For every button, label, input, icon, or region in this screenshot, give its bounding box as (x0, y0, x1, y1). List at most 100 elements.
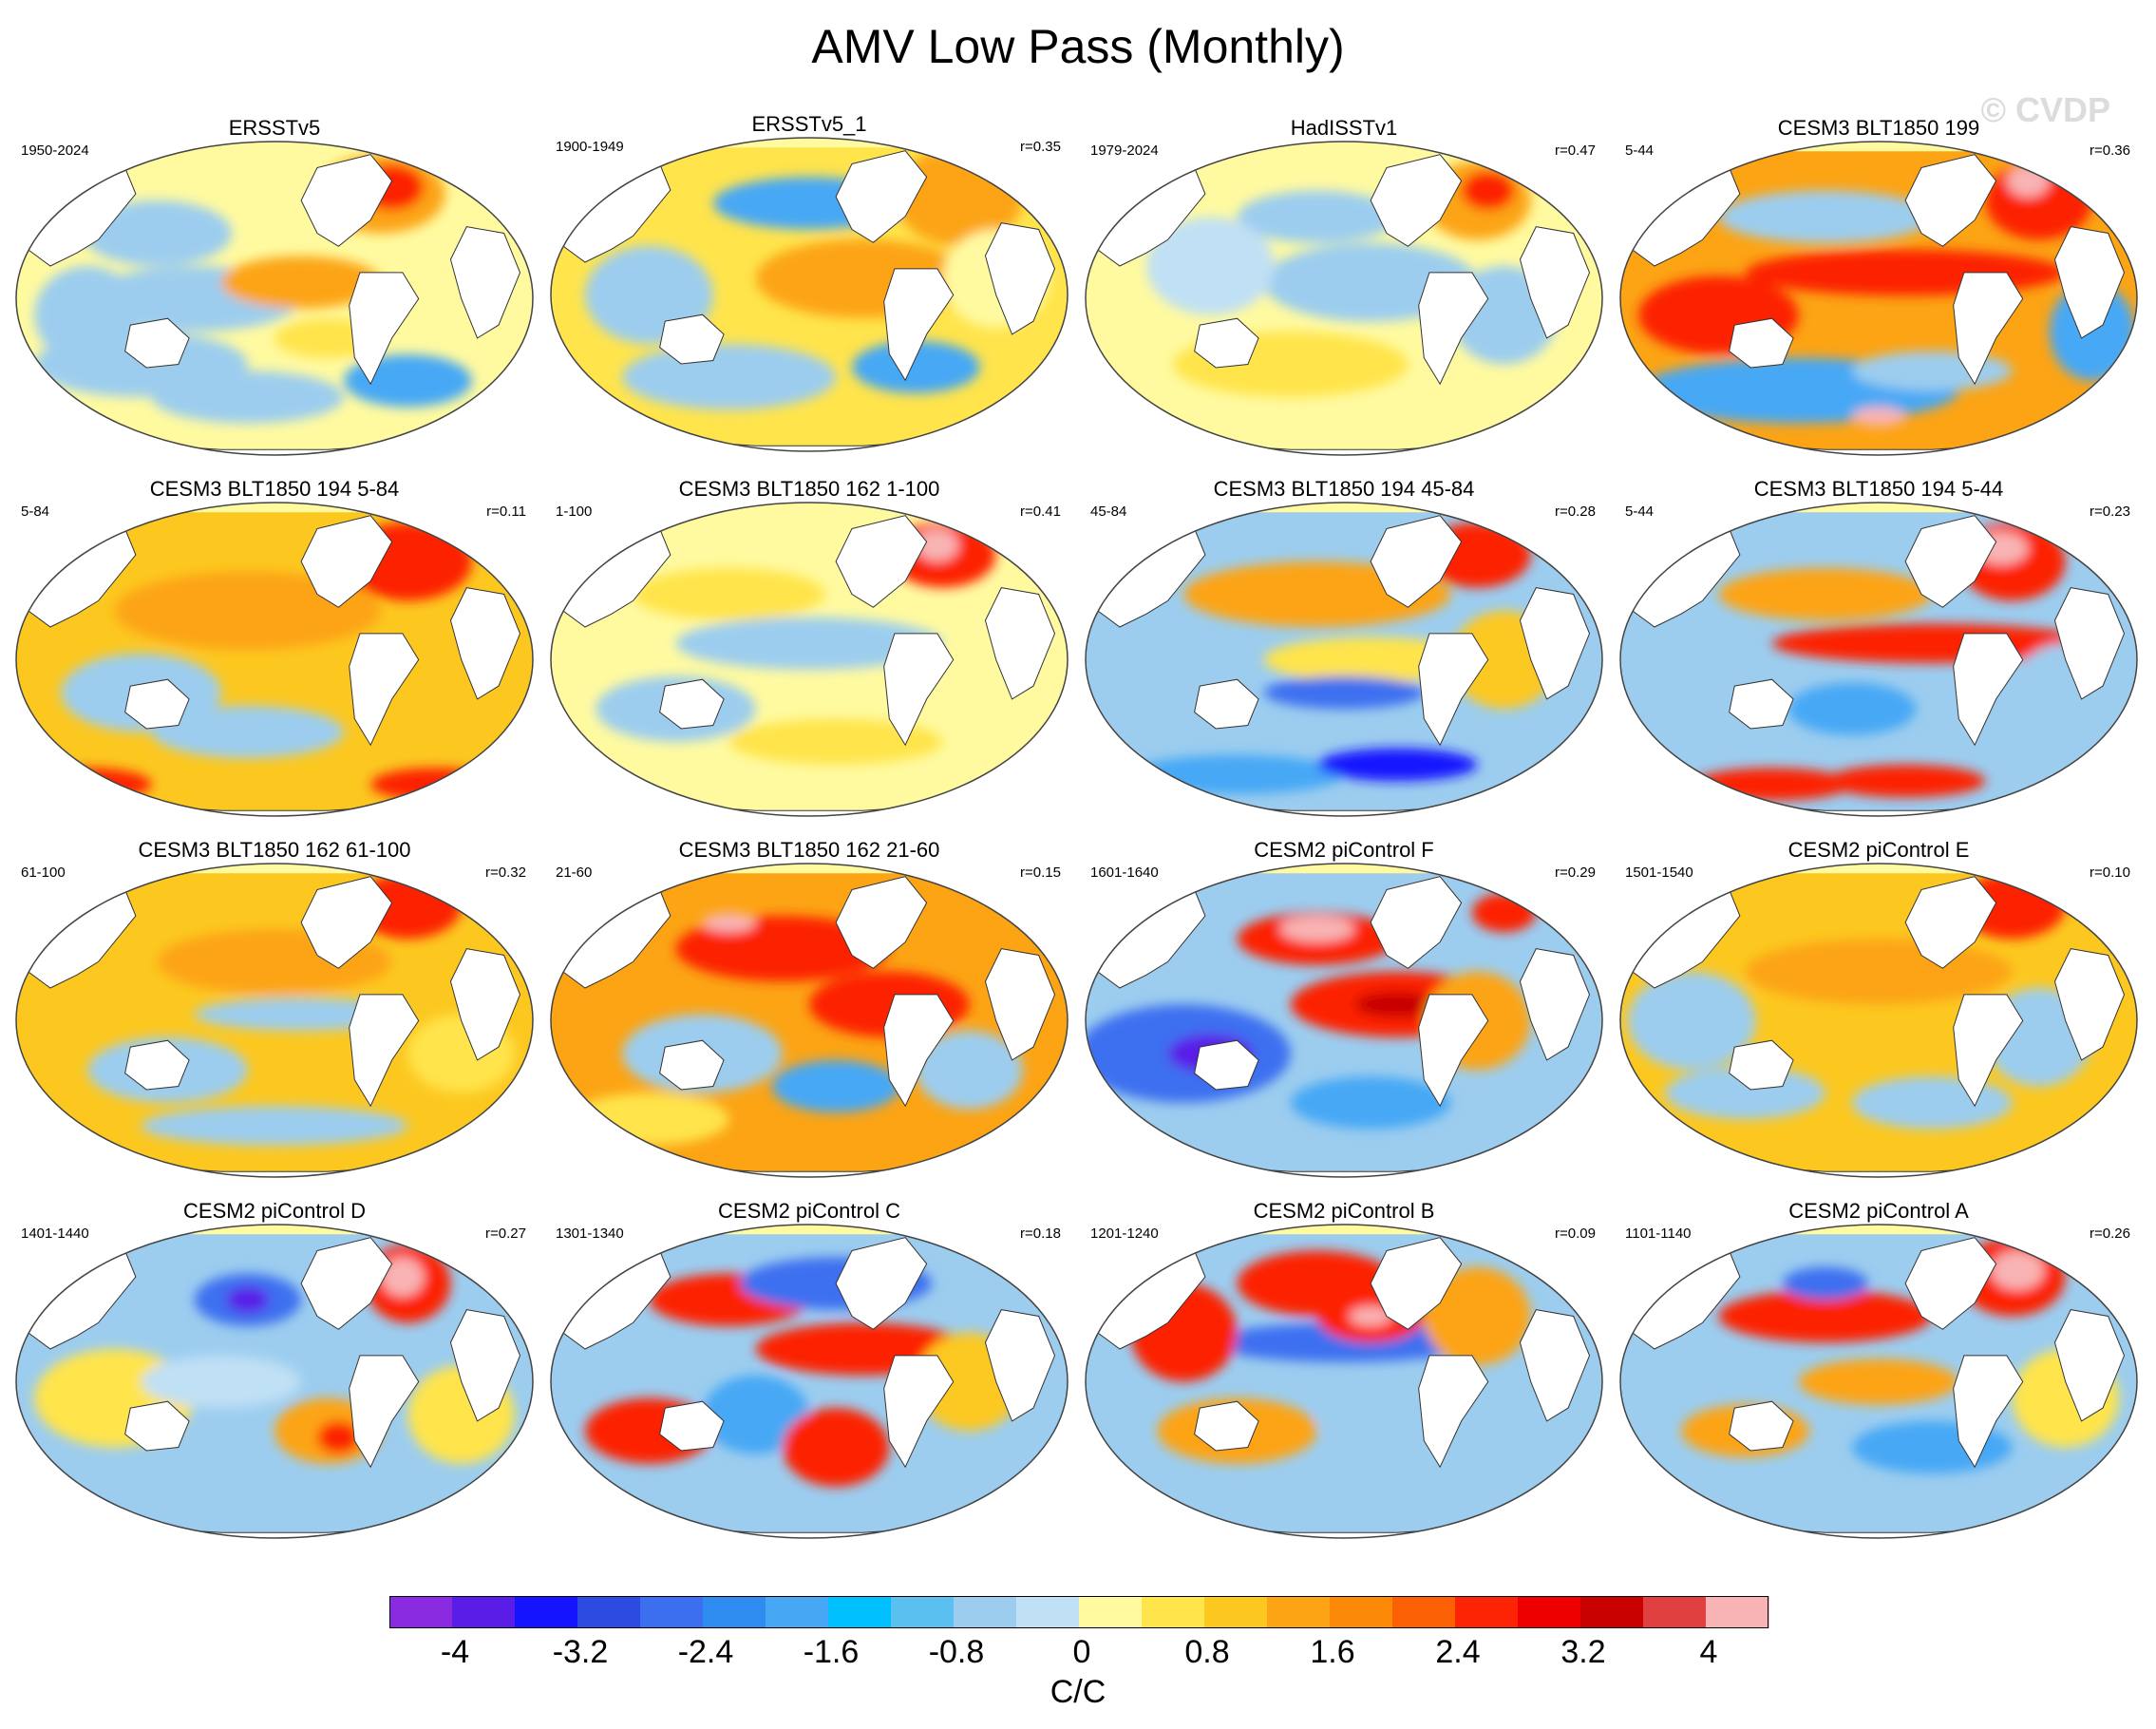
colorbar-swatch (1267, 1596, 1331, 1628)
map-panel: CESM2 piControl F 1601-1640 r=0.29 (1077, 838, 1611, 1189)
panel-title: CESM2 piControl F (1254, 838, 1434, 862)
anomaly-blob (1851, 351, 2013, 391)
land-mass (1729, 1400, 1794, 1452)
anomaly-field (1620, 864, 2137, 1177)
map-panel: CESM3 BLT1850 194 5-84 5-84 r=0.11 (8, 477, 541, 828)
land-mass (835, 150, 928, 243)
polar-cap (16, 864, 533, 874)
map-outline (550, 1224, 1069, 1539)
land-mass (349, 633, 420, 747)
map-outline (1085, 141, 1603, 456)
anomaly-field (1086, 142, 1602, 455)
panel-correlation: r=0.41 (1020, 504, 1061, 520)
map-outline (1619, 863, 2138, 1178)
land-mass (835, 515, 928, 608)
map-outline (1085, 863, 1603, 1178)
anomaly-blob (23, 768, 152, 801)
panel-title: CESM2 piControl E (1787, 838, 1970, 862)
colorbar-swatch (1706, 1596, 1769, 1628)
land-mass (2053, 226, 2126, 339)
panel-years: 1501-1540 (1625, 864, 1693, 881)
world-map (1619, 141, 2138, 456)
colorbar-swatch (1204, 1596, 1268, 1628)
colorbar-tick-label: 1.6 (1310, 1634, 1355, 1670)
world-map (1619, 863, 2138, 1178)
land-mass (1519, 948, 1591, 1061)
land-mass (1519, 1309, 1591, 1422)
colorbar-swatch (515, 1596, 578, 1628)
map-outline (15, 141, 534, 456)
panel-years: 1401-1440 (21, 1226, 89, 1242)
anomaly-field (1620, 142, 2137, 455)
anomaly-blob (702, 912, 756, 933)
land-mass (984, 1309, 1056, 1422)
map-panel: CESM3 BLT1850 162 21-60 21-60 r=0.15 (542, 838, 1076, 1189)
anomaly-blob (1263, 675, 1425, 710)
land-mass (1953, 633, 2024, 747)
anomaly-blob (1424, 1266, 1531, 1366)
anomaly-field (551, 1225, 1068, 1538)
map-panel: CESM2 piControl C 1301-1340 r=0.18 (542, 1199, 1076, 1550)
land-mass (124, 1400, 190, 1452)
colorbar-tick-label: -2.4 (677, 1634, 734, 1670)
panel-correlation: r=0.27 (485, 1226, 526, 1242)
land-mass (1418, 994, 1489, 1108)
land-mass (984, 948, 1056, 1061)
panel-title: CESM2 piControl B (1253, 1199, 1435, 1223)
land-mass (835, 1237, 928, 1330)
land-mass (1953, 994, 2024, 1108)
land-mass (300, 1237, 393, 1330)
anomaly-blob (622, 344, 837, 410)
land-mass (1370, 1237, 1463, 1330)
colorbar-swatch (1518, 1596, 1581, 1628)
land-mass (984, 587, 1056, 700)
land-mass (883, 633, 955, 747)
panel-title: CESM3 BLT1850 194 5-84 (149, 477, 400, 501)
land-mass (2053, 587, 2126, 700)
polar-cap (551, 1225, 1068, 1235)
world-map (15, 1224, 534, 1539)
panel-years: 1-100 (556, 504, 593, 520)
panel-years: 5-44 (1625, 504, 1655, 520)
colorbar-tick-label: 2.4 (1435, 1634, 1481, 1670)
land-mass (300, 876, 393, 969)
anomaly-blob (675, 617, 943, 670)
anomaly-blob (1718, 567, 1933, 621)
panel-correlation: r=0.35 (1020, 139, 1061, 155)
land-mass (1418, 633, 1489, 747)
map-panel: ERSSTv5 1950-2024 (8, 116, 541, 467)
panel-correlation: r=0.32 (485, 864, 526, 881)
anomaly-field (551, 138, 1068, 451)
land-mass (1953, 272, 2024, 386)
anomaly-blob (1798, 1358, 1959, 1405)
land-mass (349, 994, 420, 1108)
polar-cap (1620, 142, 2137, 152)
land-mass (2053, 1309, 2126, 1422)
anomaly-blob (916, 528, 959, 561)
polar-cap (16, 1225, 533, 1235)
anomaly-blob (633, 567, 825, 621)
anomaly-blob (1354, 991, 1441, 1018)
land-mass (1370, 876, 1463, 969)
panel-years: 1950-2024 (21, 142, 89, 159)
anomaly-blob (1851, 1076, 2013, 1130)
anomaly-blob (771, 1059, 900, 1113)
anomaly-blob (1279, 916, 1355, 942)
colorbar-swatch (389, 1596, 453, 1628)
land-mass (659, 314, 725, 365)
panel-title: CESM2 piControl C (718, 1199, 900, 1223)
anomaly-field (16, 1225, 533, 1538)
anomaly-blob (141, 1355, 302, 1409)
anomaly-blob (1627, 971, 1756, 1071)
land-mass (449, 226, 521, 339)
anomaly-blob (1718, 190, 1933, 243)
land-mass (1519, 587, 1591, 700)
anomaly-field (1086, 1225, 1602, 1538)
panel-title: HadISSTv1 (1290, 116, 1398, 140)
anomaly-blob (370, 768, 500, 801)
map-panel: CESM2 piControl A 1101-1140 r=0.26 (1612, 1199, 2146, 1550)
polar-cap (1086, 1225, 1602, 1235)
anomaly-blob (728, 718, 943, 765)
map-panel: CESM2 piControl E 1501-1540 r=0.10 (1612, 838, 2146, 1189)
panel-years: 61-100 (21, 864, 66, 881)
